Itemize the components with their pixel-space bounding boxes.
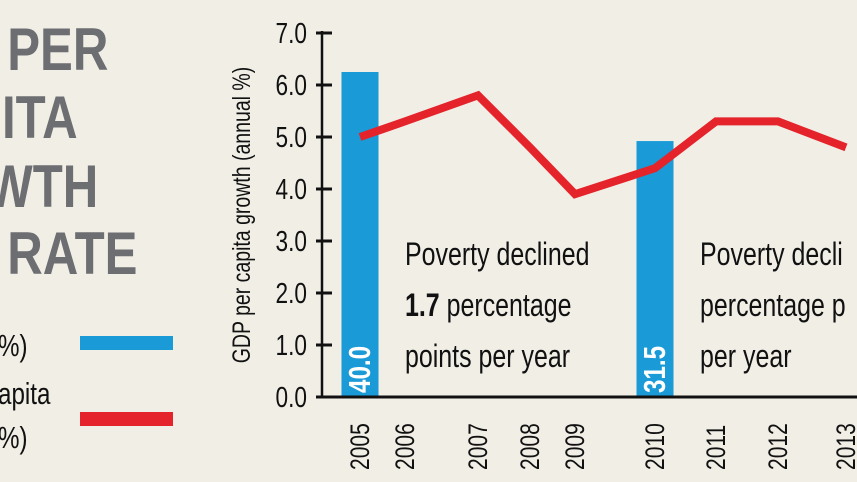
annotation-line: 1.7 percentage [405, 288, 571, 324]
x-tick-label: 2007 [464, 423, 494, 470]
title-line: ITA [2, 83, 78, 151]
annotation-text: percentage [440, 288, 572, 324]
x-tick-label: 2009 [561, 423, 591, 470]
y-tick-label: 7.0 [276, 16, 307, 49]
x-tick-label: 2013 [832, 423, 857, 470]
bar [341, 72, 379, 397]
y-tick-label: 6.0 [276, 68, 307, 101]
annotation-line: Poverty decli [700, 237, 843, 273]
annotation-line: per year [700, 339, 792, 375]
title-line: OWTH [0, 152, 98, 220]
legend-label: apita [0, 376, 51, 411]
legend-label: %) [0, 420, 28, 455]
x-tick-label: 2006 [391, 423, 421, 470]
y-tick-label: 3.0 [276, 224, 307, 257]
bar [636, 141, 674, 397]
annotation-line: Poverty declined [405, 237, 589, 273]
legend-swatch [80, 412, 173, 426]
title-line: D PER [0, 15, 108, 83]
x-tick-label: 2012 [764, 423, 794, 470]
line-series [358, 90, 848, 199]
y-tick-label: 1.0 [276, 328, 307, 361]
annotation-line: percentage p [700, 288, 846, 324]
legend-label: %) [0, 328, 28, 363]
annotation-line: points per year [405, 339, 570, 375]
x-tick-label: 2011 [702, 425, 732, 470]
y-tick-label: 4.0 [276, 172, 307, 205]
y-tick-label: 2.0 [276, 276, 307, 309]
x-tick-label: 2010 [641, 423, 671, 470]
y-tick-label: 0.0 [276, 380, 307, 413]
x-tick-label: 2008 [516, 423, 546, 470]
title-line: D RATE [0, 219, 137, 287]
bar-value-label: 31.5 [637, 346, 672, 393]
x-tick-label: 2005 [346, 423, 376, 470]
y-axis-label: GDP per capita growth (annual %) [228, 67, 256, 363]
y-tick-label: 5.0 [276, 120, 307, 153]
annotation-highlight: 1.7 [405, 288, 440, 324]
legend-swatch [80, 336, 173, 350]
bar-value-label: 40.0 [342, 346, 377, 393]
